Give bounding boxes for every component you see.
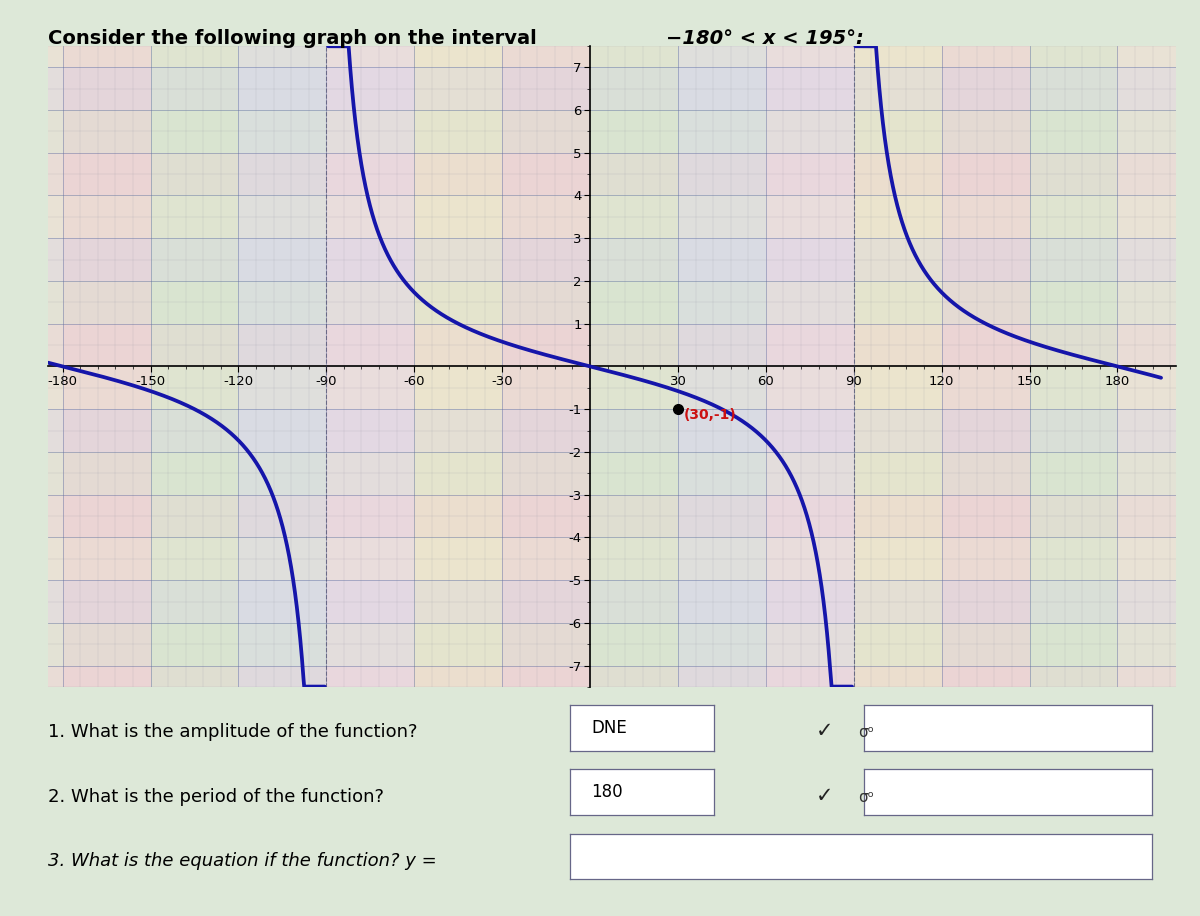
Text: Consider the following graph on the interval: Consider the following graph on the inte… [48, 29, 544, 49]
Bar [62, 25, 150, 708]
Text: ✓: ✓ [816, 786, 834, 805]
Bar [239, 25, 326, 708]
Bar [48, 238, 1190, 281]
Text: σᵒ: σᵒ [858, 725, 874, 740]
Bar [150, 25, 239, 708]
Bar [48, 623, 1190, 666]
Bar [48, 110, 1190, 153]
Bar [502, 25, 590, 708]
Bar [590, 25, 678, 708]
Bar [48, 195, 1190, 238]
Bar [48, 495, 1190, 538]
Text: (30,-1): (30,-1) [684, 408, 737, 421]
Text: DNE: DNE [592, 719, 628, 737]
Bar [48, 281, 1190, 323]
Bar [48, 409, 1190, 452]
Bar [326, 25, 414, 708]
Bar [48, 366, 1190, 409]
Bar [766, 25, 853, 708]
Bar [678, 25, 766, 708]
Bar [48, 25, 1190, 67]
Bar [942, 25, 1030, 708]
Text: 2. What is the period of the function?: 2. What is the period of the function? [48, 788, 384, 805]
Bar [48, 580, 1190, 623]
Bar [48, 452, 1190, 495]
Bar [48, 323, 1190, 366]
Bar [48, 666, 1190, 708]
Bar [48, 67, 1190, 110]
Text: 180: 180 [592, 783, 623, 802]
Text: 1. What is the amplitude of the function?: 1. What is the amplitude of the function… [48, 724, 418, 741]
Bar [48, 538, 1190, 580]
Bar [853, 25, 942, 708]
Text: 3. What is the equation if the function? y =: 3. What is the equation if the function?… [48, 852, 437, 869]
Bar [414, 25, 502, 708]
Text: σᵒ: σᵒ [858, 790, 874, 804]
Text: −180° < x < 195°:: −180° < x < 195°: [666, 29, 864, 49]
Text: ✓: ✓ [816, 722, 834, 741]
Bar [1030, 25, 1117, 708]
Bar [48, 153, 1190, 195]
